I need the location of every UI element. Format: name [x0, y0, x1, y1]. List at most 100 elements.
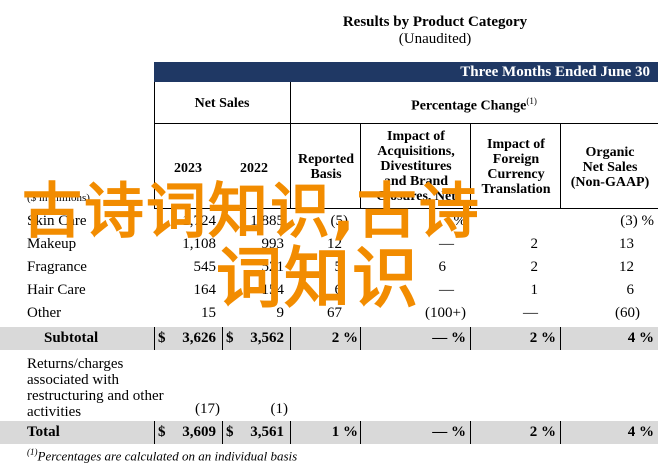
cell-acq: 6 — [438, 259, 447, 275]
cell-fx: — — [523, 305, 538, 321]
divider — [222, 421, 223, 444]
table-row: Other 15 9 67 (100+) — (60) — [0, 302, 658, 325]
cell-2023: 164 — [193, 282, 217, 298]
col-acquisitions: Impact of Acquisitions, Divestitures and… — [362, 129, 470, 204]
cell-2023: 15 — [201, 305, 216, 321]
divider — [154, 82, 155, 209]
table-row: Hair Care 164 154 6 — 1 6 — [0, 279, 658, 302]
currency-symbol: $ — [158, 330, 166, 346]
col-header-line: (Non-GAAP) — [570, 175, 650, 190]
table-row: Makeup 1,108 993 12 — 2 13 — [0, 233, 658, 256]
col-header-line: Impact of — [387, 129, 445, 144]
divider — [560, 421, 561, 444]
cell-reported: (5) — [330, 213, 349, 229]
col-header-line: Foreign — [492, 152, 540, 167]
currency-symbol: $ — [226, 424, 234, 440]
report-subtitle: (Unaudited) — [398, 31, 472, 47]
table-row: Fragrance 545 521 5 6 2 12 — [0, 256, 658, 279]
cell-reported: 67 — [327, 305, 342, 321]
col-header-line: and Brand — [383, 174, 449, 189]
cell-fx: 1 — [530, 282, 539, 298]
cell-fx: 2 — [530, 259, 539, 275]
col-header-line: Divestitures — [380, 159, 452, 174]
total-row: Total $ 3,609 $ 3,561 1 % — % 2 % 4 % — [0, 421, 658, 444]
cell-organic: 4 % — [627, 424, 654, 440]
cell-2022: 521 — [261, 259, 285, 275]
currency-symbol: $ — [226, 330, 234, 346]
divider — [290, 327, 291, 350]
cell-2022: 154 — [261, 282, 285, 298]
col-2022: 2022 — [240, 161, 268, 176]
cell-acq: — % — [432, 424, 466, 440]
row-label: Skin Care — [27, 213, 87, 229]
row-label: Hair Care — [27, 282, 86, 298]
cell-2023: 3,609 — [182, 424, 216, 440]
divider — [470, 123, 471, 209]
cell-2023: 3,626 — [182, 330, 216, 346]
col-2023: 2023 — [174, 161, 202, 176]
col-header-line: Impact of — [487, 137, 545, 152]
divider — [154, 327, 155, 350]
cell-2023: 1,724 — [182, 213, 216, 229]
returns-label: Returns/charges associated with restruct… — [27, 356, 164, 420]
cell-reported: 5 — [334, 259, 343, 275]
footnote-text: Percentages are calculated on an individ… — [37, 448, 298, 464]
percentage-change-group-header: Percentage Change(1) — [290, 96, 658, 115]
divider — [154, 123, 658, 124]
col-header-line: Basis — [310, 167, 342, 182]
divider — [560, 123, 561, 209]
divider — [290, 82, 291, 209]
cell-2022: 993 — [261, 236, 285, 252]
row-label: Fragrance — [27, 259, 87, 275]
row-label: Subtotal — [44, 330, 99, 346]
divider — [154, 208, 658, 209]
cell-2022: 1,885 — [250, 213, 284, 229]
cell-reported: 2 % — [331, 330, 358, 346]
row-label: Total — [27, 424, 60, 440]
subtotal-row: Subtotal $ 3,626 $ 3,562 2 % — % 2 % 4 % — [0, 327, 658, 350]
report-title: Results by Product Category — [342, 14, 528, 30]
cell-reported: 1 % — [331, 424, 358, 440]
cell-acq: % — [453, 213, 467, 229]
divider — [470, 421, 471, 444]
percentage-change-label: Percentage Change — [411, 98, 527, 114]
divider — [360, 327, 361, 350]
net-sales-group-header: Net Sales — [194, 96, 250, 111]
period-header: Three Months Ended June 30 — [154, 62, 658, 82]
watermark-text: 词知识 — [216, 240, 420, 317]
cell-organic: 12 — [619, 259, 634, 275]
currency-symbol: $ — [158, 424, 166, 440]
cell-2022: 3,562 — [250, 330, 284, 346]
cell-organic: 6 — [626, 282, 635, 298]
divider — [222, 327, 223, 350]
divider — [290, 421, 291, 444]
col-header-line: Closures, Net — [376, 189, 456, 204]
cell-organic: (3) % — [620, 213, 654, 229]
returns-2023: (17) — [195, 401, 220, 417]
cell-acq: — — [439, 236, 454, 252]
footnote-marker: (1) — [27, 447, 38, 457]
returns-2022: (1) — [270, 401, 289, 417]
cell-fx: 2 % — [529, 424, 556, 440]
col-header-line: Currency — [487, 167, 545, 182]
row-label: Makeup — [27, 236, 77, 252]
cell-reported: 6 — [334, 282, 343, 298]
table-row: Skin Care 1,724 1,885 (5) % (3) % — [0, 210, 658, 233]
col-organic: Organic Net Sales (Non-GAAP) — [562, 145, 658, 190]
divider — [154, 421, 155, 444]
cell-organic: 4 % — [627, 330, 654, 346]
footnote-marker: (1) — [526, 96, 537, 106]
divider — [360, 123, 361, 209]
col-fx: Impact of Foreign Currency Translation — [472, 137, 560, 197]
cell-fx: 2 — [530, 236, 539, 252]
col-header-line: Acquisitions, — [377, 144, 455, 159]
footnote: (1)Percentages are calculated on an indi… — [27, 447, 297, 464]
units-label: ($ in millions) — [27, 192, 90, 204]
cell-organic: 13 — [619, 236, 634, 252]
cell-acq: — % — [432, 330, 466, 346]
cell-fx: 2 % — [529, 330, 556, 346]
row-label: Other — [27, 305, 62, 321]
divider — [560, 327, 561, 350]
cell-2023: 1,108 — [182, 236, 216, 252]
cell-organic: (60) — [615, 305, 640, 321]
